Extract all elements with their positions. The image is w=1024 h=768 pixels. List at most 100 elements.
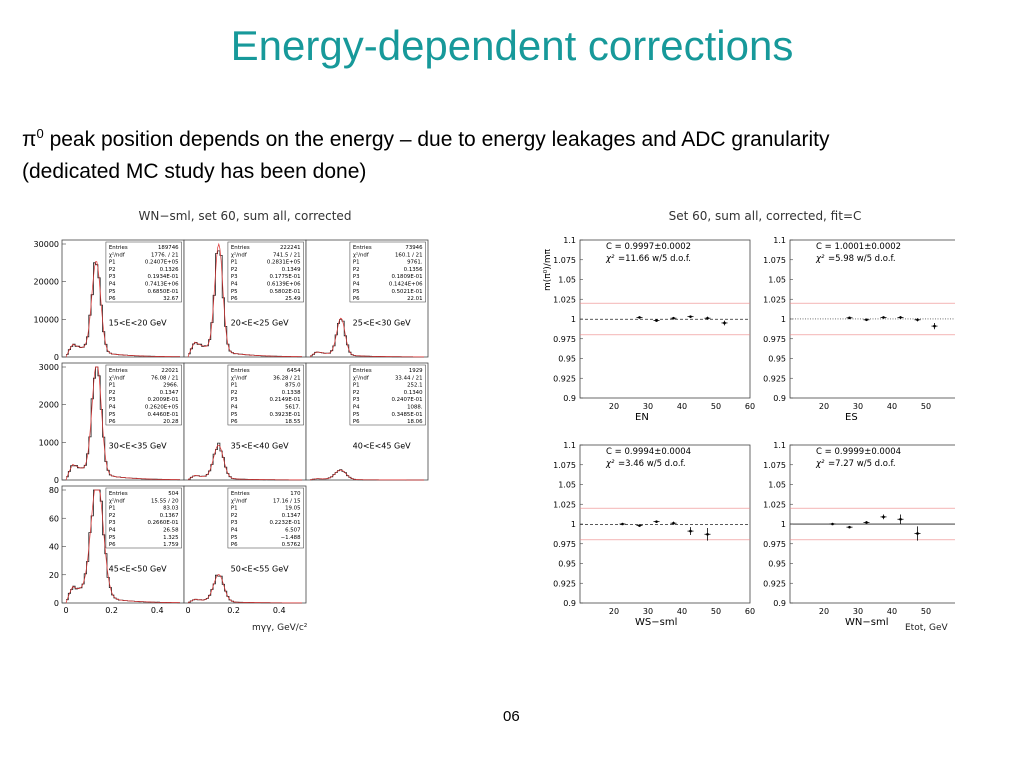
stats-value: 0.3485E-01 [391, 412, 422, 418]
energy-bin-label: 35<E<40 GeV [231, 441, 289, 450]
histogram-panel: Entries 504 χ²/ndf 15.55 / 20 P1 83.03 P2 0.136… [49, 485, 185, 615]
y-tick-label: 1.05 [768, 481, 786, 490]
peak-panel: 1.1 1.075 1.05 1.025 1 0.975 0.95 0.925 0.9 20 30 4… [553, 236, 755, 423]
stats-value: 9761. [407, 260, 423, 266]
stats-value: 76.08 / 21 [151, 375, 179, 381]
stats-key: P3 [231, 274, 238, 280]
stats-value: 32.67 [163, 296, 178, 302]
data-point [689, 529, 692, 533]
fit-curve [309, 469, 424, 481]
stats-value: 1.325 [163, 535, 178, 541]
y-tick-label: 0.925 [553, 579, 576, 588]
x-tick-label: 40 [677, 402, 687, 411]
chi2-symbol: χ² [605, 254, 615, 264]
x-tick-label: 30 [853, 607, 863, 616]
energy-bin-label: 25<E<30 GeV [353, 318, 411, 327]
body-line-1-text: peak position depends on the energy – du… [43, 128, 830, 151]
stats-key: P3 [231, 397, 238, 403]
stats-key: P1 [109, 260, 116, 266]
fit-curve [65, 366, 180, 481]
stats-value: 0.2407E-01 [391, 397, 422, 403]
stats-key: χ²/ndf [109, 251, 125, 258]
data-point [655, 319, 658, 322]
stats-key: Entries [109, 245, 128, 251]
stats-value: 0.3923E-01 [269, 412, 300, 418]
stats-key: P2 [109, 513, 116, 519]
stats-value: 26.58 [163, 528, 179, 534]
x-tick-label: 30 [853, 402, 863, 411]
y-tick-label: 0.925 [763, 374, 786, 383]
stats-key: P1 [231, 506, 238, 512]
stats-key: P4 [109, 282, 116, 288]
y-tick-label: 1.05 [558, 481, 576, 490]
stats-key: Entries [353, 245, 372, 251]
panel-frame [579, 444, 751, 604]
stats-value: 0.7413E+06 [145, 282, 179, 288]
stats-value: 83.03 [163, 506, 178, 512]
stats-key: P2 [109, 390, 116, 396]
chi2-label: =11.66 w/5 d.o.f. [618, 254, 691, 264]
y-tick-label: 0.9 [563, 599, 576, 608]
stats-key: P1 [353, 260, 360, 266]
y-tick-label: 1000 [39, 438, 59, 447]
y-tick-label: 20 [49, 571, 59, 580]
y-tick-label: 0 [54, 353, 59, 362]
x-tick-label: 40 [887, 402, 897, 411]
y-tick-label: 2000 [39, 401, 59, 410]
y-tick-label: 1.025 [763, 295, 786, 304]
chi2-symbol: χ² [815, 459, 825, 469]
x-tick-label: 50 [711, 402, 721, 411]
energy-bin-label: 15<E<20 GeV [109, 318, 167, 327]
stats-key: P6 [231, 542, 238, 548]
pi-symbol: π [22, 128, 37, 151]
y-tick-label: 1.05 [768, 276, 786, 285]
stats-value: 0.2149E-01 [269, 397, 300, 403]
stats-value: 0.6850E-01 [147, 289, 178, 295]
detector-name: WS−sml [635, 617, 677, 628]
data-point [916, 532, 919, 535]
stats-value: 25.49 [285, 296, 301, 302]
stats-key: P6 [231, 296, 238, 302]
histogram-figure: WN−sml, set 60, sum all, corrected Entri… [34, 209, 429, 633]
body-line-2: (dedicated MC study has been done) [22, 160, 367, 183]
fit-curve [187, 242, 302, 358]
stats-value: 20.28 [163, 419, 179, 425]
stats-key: P5 [231, 535, 238, 541]
y-tick-label: 0.95 [768, 560, 786, 569]
x-tick-label: 50 [921, 402, 931, 411]
data-point [723, 321, 726, 325]
y-tick-label: 1.05 [558, 276, 576, 285]
data-point [899, 517, 902, 521]
stats-value: 0.5762 [282, 542, 301, 548]
y-tick-label: 1.1 [773, 441, 786, 450]
y-tick-label: 0.9 [773, 599, 786, 608]
stats-key: P4 [231, 282, 238, 288]
stats-value: −1.488 [281, 535, 302, 541]
data-point [706, 316, 709, 320]
stats-value: 160.1 / 21 [395, 252, 423, 258]
histogram-panel: Entries 6454 χ²/ndf 36.28 / 21 P1 875.0 P2 0.13… [183, 362, 307, 481]
body-text: π0 peak position depends on the energy –… [22, 118, 1012, 188]
fit-curve [65, 261, 180, 358]
y-tick-label: 0.95 [558, 355, 576, 364]
y-tick-label: 0 [54, 476, 59, 485]
peak-panel: 1.1 1.075 1.05 1.025 1 0.975 0.95 0.925 0.9 20 30 4… [763, 236, 955, 423]
stats-key: P5 [231, 412, 238, 418]
stats-key: P2 [353, 390, 360, 396]
histogram-xlabel: mγγ, GeV/c² [252, 623, 308, 633]
x-tick-label: 0.4 [151, 606, 164, 615]
stats-value: 1.759 [163, 542, 179, 548]
stats-value: 0.1347 [282, 513, 301, 519]
histogram-panel: Entries 189746 χ²/ndf 1776. / 21 P1 0.2407E+0… [34, 239, 185, 362]
stats-key: χ²/ndf [353, 374, 369, 381]
stats-box [105, 241, 182, 303]
stats-box [227, 364, 304, 426]
y-tick-label: 3000 [39, 363, 59, 372]
slide-number: 06 [503, 708, 520, 725]
stats-key: P2 [109, 267, 116, 273]
stats-value: 22.01 [407, 296, 422, 302]
y-tick-label: 0.975 [553, 540, 576, 549]
stats-value: 0.5021E-01 [391, 289, 422, 295]
data-point [638, 316, 641, 319]
data-point [899, 316, 902, 319]
